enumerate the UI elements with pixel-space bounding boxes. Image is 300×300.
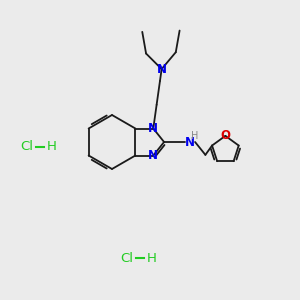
- Text: H: H: [47, 140, 57, 154]
- Text: Cl: Cl: [120, 251, 133, 265]
- Text: N: N: [157, 63, 166, 76]
- Text: O: O: [220, 129, 230, 142]
- Text: Cl: Cl: [20, 140, 33, 154]
- Text: H: H: [147, 251, 157, 265]
- Text: H: H: [191, 131, 199, 141]
- Text: N: N: [148, 149, 158, 162]
- Text: N: N: [185, 136, 195, 148]
- Text: N: N: [148, 122, 158, 135]
